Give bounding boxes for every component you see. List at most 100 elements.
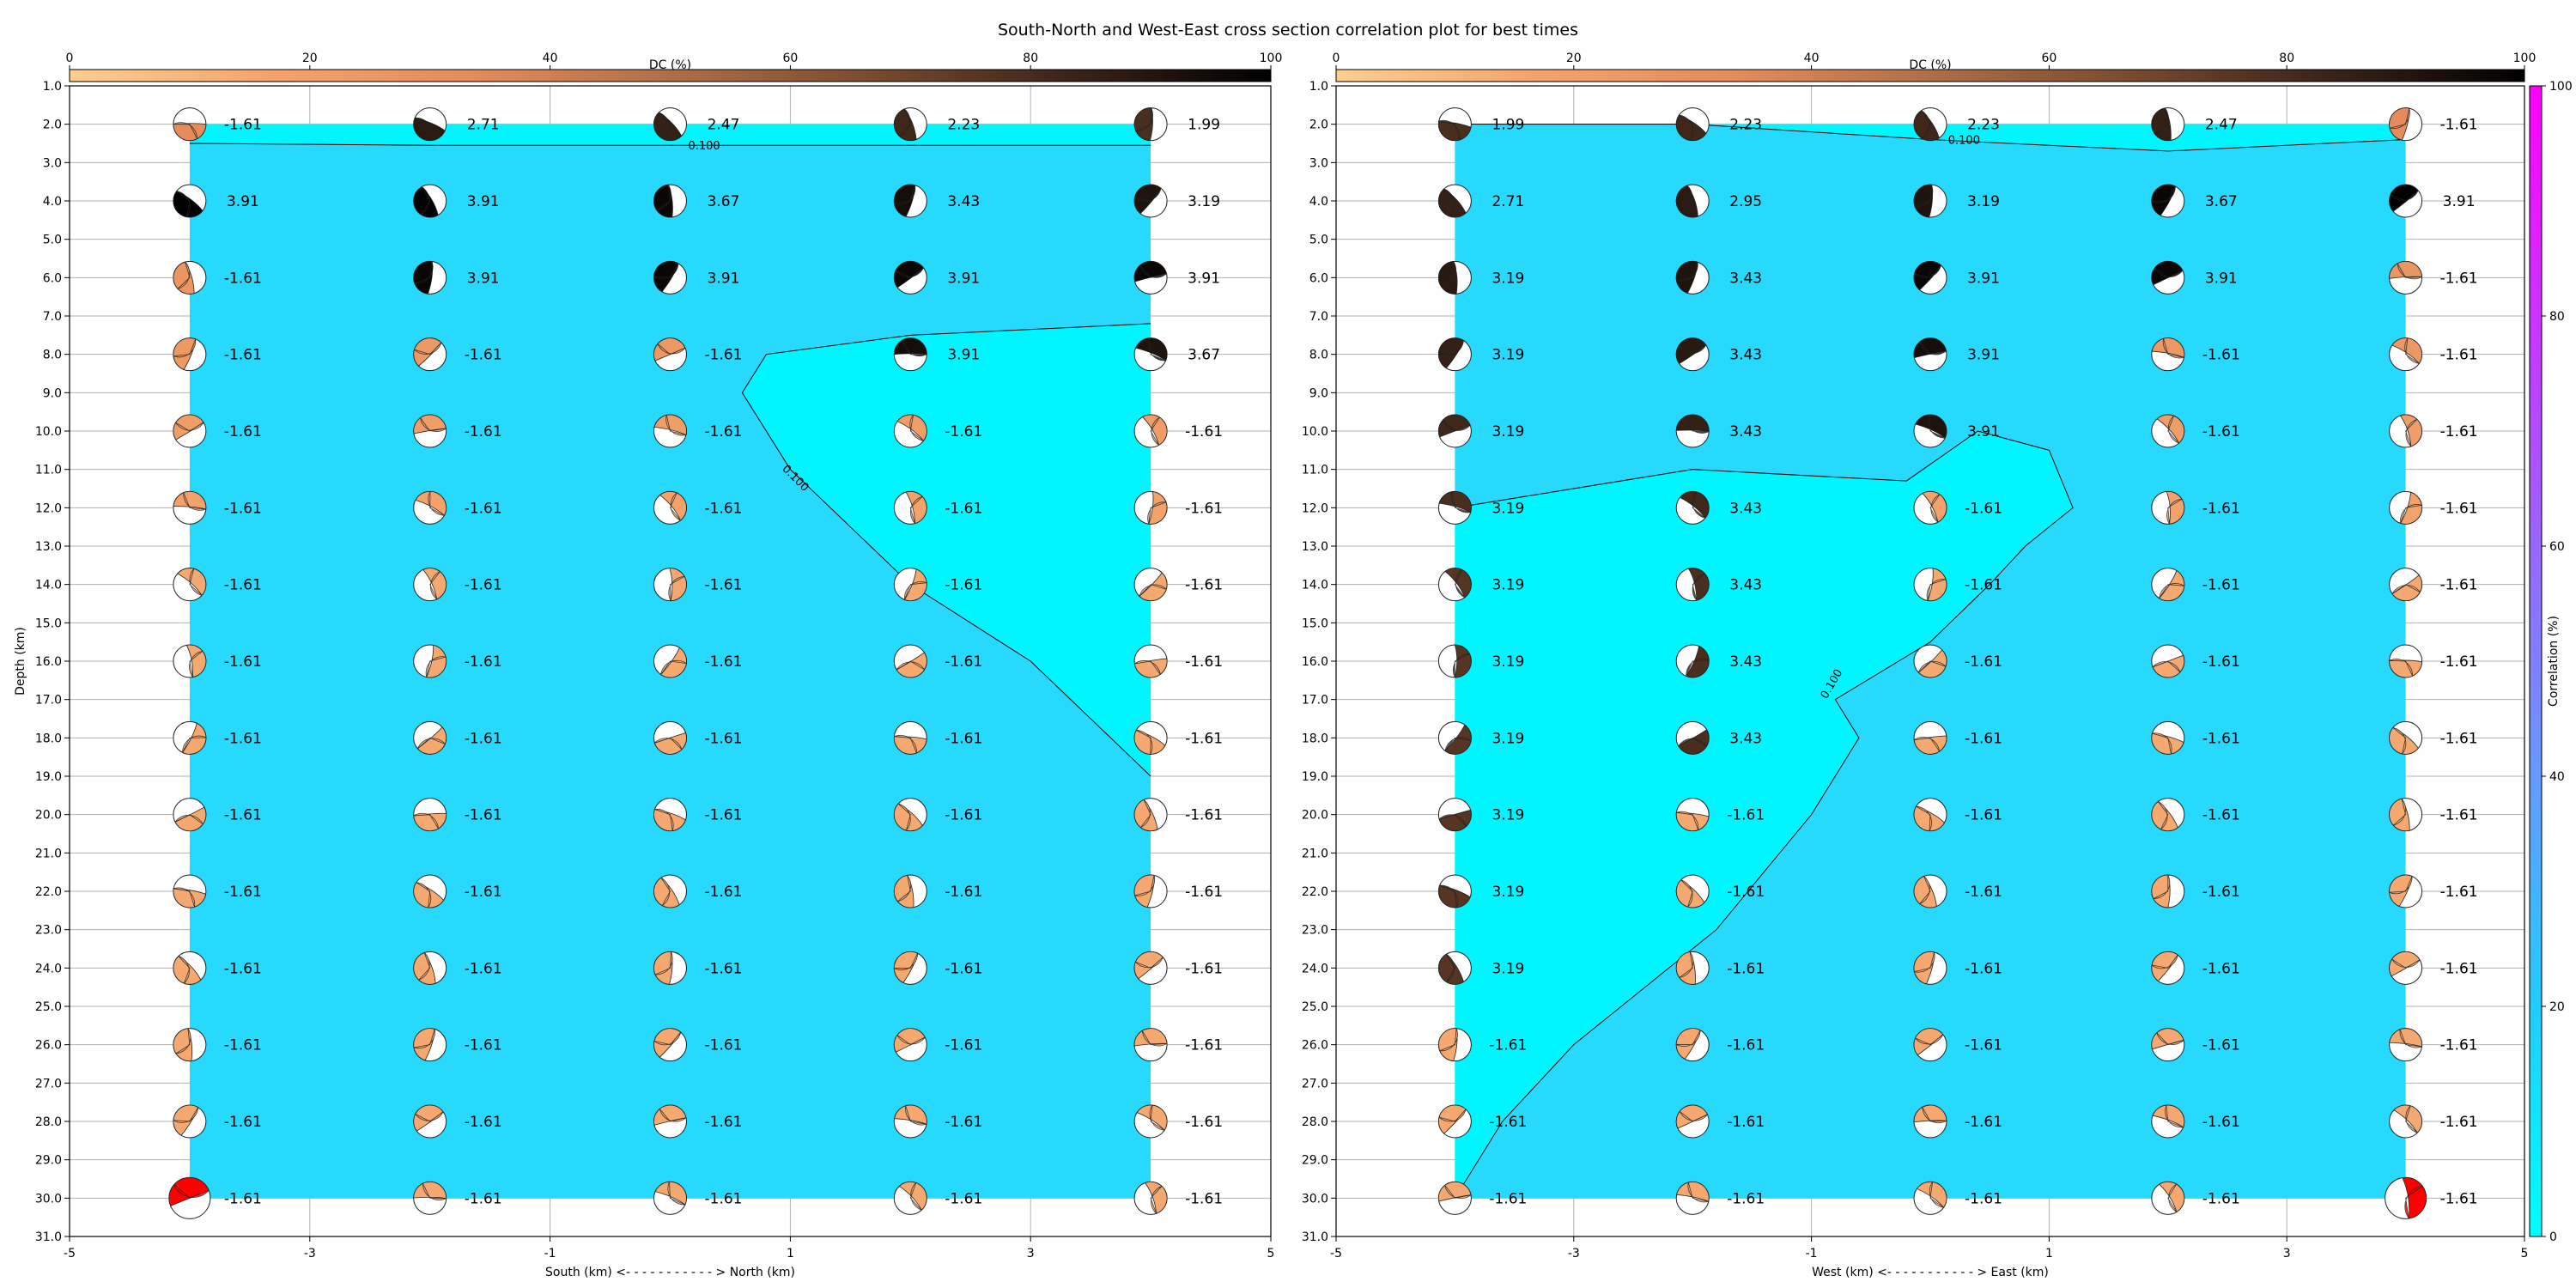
value-label: 3.19 xyxy=(1492,347,1524,364)
beachball xyxy=(653,337,687,372)
beachball xyxy=(653,798,687,832)
beachball xyxy=(1913,951,1947,985)
contour-line xyxy=(741,323,1151,777)
value-label: -1.61 xyxy=(1727,807,1765,824)
correlation-colorbar-tick: 20 xyxy=(2549,1000,2565,1014)
x-tick-label: 5 xyxy=(1267,1247,1275,1261)
beachball xyxy=(1675,874,1710,908)
value-label: 3.43 xyxy=(947,193,980,210)
y-tick-label: 13.0 xyxy=(35,540,62,554)
value-label: -1.61 xyxy=(705,884,743,901)
x-tick-label: 1 xyxy=(787,1247,794,1261)
value-label: 3.91 xyxy=(467,270,500,287)
beachball xyxy=(893,798,927,832)
beachball xyxy=(413,107,447,142)
beachball xyxy=(2151,874,2185,908)
beachball xyxy=(173,260,207,295)
beachball xyxy=(1133,720,1168,755)
y-tick-label: 11.0 xyxy=(35,464,62,477)
x-tick-label: 3 xyxy=(1027,1247,1035,1261)
value-label: -1.61 xyxy=(1489,1190,1527,1207)
y-tick-label: 15.0 xyxy=(35,617,62,630)
beachball xyxy=(653,951,687,985)
beachball xyxy=(1675,107,1710,142)
beachball xyxy=(1675,184,1710,218)
dc-colorbar-tick: 60 xyxy=(2041,52,2057,65)
beachball xyxy=(1437,720,1472,755)
figure-title: South-North and West-East cross section … xyxy=(998,21,1578,39)
y-tick-label: 5.0 xyxy=(43,234,62,247)
y-tick-label: 6.0 xyxy=(43,271,62,285)
y-tick-label: 6.0 xyxy=(1309,271,1328,285)
value-label: 3.43 xyxy=(1729,347,1762,364)
value-label: -1.61 xyxy=(465,1037,502,1054)
y-tick-label: 17.0 xyxy=(35,694,62,708)
beachball xyxy=(2389,720,2423,755)
beachball xyxy=(2389,951,2423,985)
beachball xyxy=(413,414,447,448)
value-label: -1.61 xyxy=(945,500,982,517)
value-label: -1.61 xyxy=(705,960,743,977)
beachball xyxy=(1437,798,1472,832)
value-label: -1.61 xyxy=(224,884,262,901)
beachball xyxy=(173,337,207,372)
value-label: -1.61 xyxy=(465,500,502,517)
beachball xyxy=(2389,260,2423,295)
y-tick-label: 28.0 xyxy=(35,1115,62,1129)
value-label: 3.19 xyxy=(1492,270,1524,287)
y-tick-label: 1.0 xyxy=(1309,80,1328,94)
beachball xyxy=(1675,490,1710,525)
beachball xyxy=(653,490,687,525)
value-label: -1.61 xyxy=(1185,1037,1223,1054)
value-label: -1.61 xyxy=(2440,423,2478,440)
beachball xyxy=(1437,184,1472,218)
value-label: -1.61 xyxy=(1185,1114,1223,1131)
value-label: -1.61 xyxy=(2202,423,2240,440)
value-label: -1.61 xyxy=(2202,1114,2240,1131)
value-label: -1.61 xyxy=(945,423,982,440)
beachball xyxy=(173,951,207,985)
beachball xyxy=(1133,490,1168,525)
value-label: -1.61 xyxy=(224,653,262,671)
beachball xyxy=(2151,1181,2185,1215)
beachball xyxy=(1913,1028,1947,1062)
value-label: -1.61 xyxy=(224,1190,262,1207)
dc-colorbar-tick: 20 xyxy=(302,52,318,65)
value-label: -1.61 xyxy=(224,270,262,287)
value-label: -1.61 xyxy=(224,1037,262,1054)
correlation-colorbar-tick: 60 xyxy=(2549,540,2565,554)
y-tick-label: 30.0 xyxy=(1302,1192,1328,1206)
beachball xyxy=(1913,414,1947,448)
y-tick-label: 5.0 xyxy=(1309,234,1328,247)
beachball xyxy=(1913,1181,1947,1215)
beachball xyxy=(2151,720,2185,755)
beachball xyxy=(413,644,447,678)
beachball xyxy=(413,1181,447,1215)
y-tick-label: 7.0 xyxy=(43,310,62,324)
beachball xyxy=(1913,720,1947,755)
value-label: -1.61 xyxy=(465,1114,502,1131)
beachball xyxy=(1437,1104,1472,1139)
value-label: -1.61 xyxy=(1965,960,2002,977)
beachball xyxy=(2151,490,2185,525)
beachball xyxy=(413,490,447,525)
x-axis-label: South (km) <- - - - - - - - - - - > Nort… xyxy=(545,1266,795,1279)
beachball xyxy=(2151,798,2185,832)
value-label: -1.61 xyxy=(1965,500,2002,517)
value-label: 3.67 xyxy=(708,193,740,210)
value-label: -1.61 xyxy=(1965,1190,2002,1207)
beachball xyxy=(1133,951,1168,985)
y-tick-label: 19.0 xyxy=(1302,770,1328,784)
beachball xyxy=(893,1104,927,1139)
value-label: -1.61 xyxy=(1965,807,2002,824)
beachball xyxy=(653,1181,687,1215)
value-label: -1.61 xyxy=(1185,423,1223,440)
dc-colorbar-tick: 60 xyxy=(782,52,798,65)
value-label: -1.61 xyxy=(465,807,502,824)
x-tick-label: -3 xyxy=(304,1247,316,1261)
y-tick-label: 4.0 xyxy=(1309,195,1328,209)
value-label: 3.67 xyxy=(2205,193,2238,210)
y-tick-label: 20.0 xyxy=(1302,809,1328,823)
value-label: -1.61 xyxy=(705,347,743,364)
value-label: 2.47 xyxy=(2205,117,2238,134)
